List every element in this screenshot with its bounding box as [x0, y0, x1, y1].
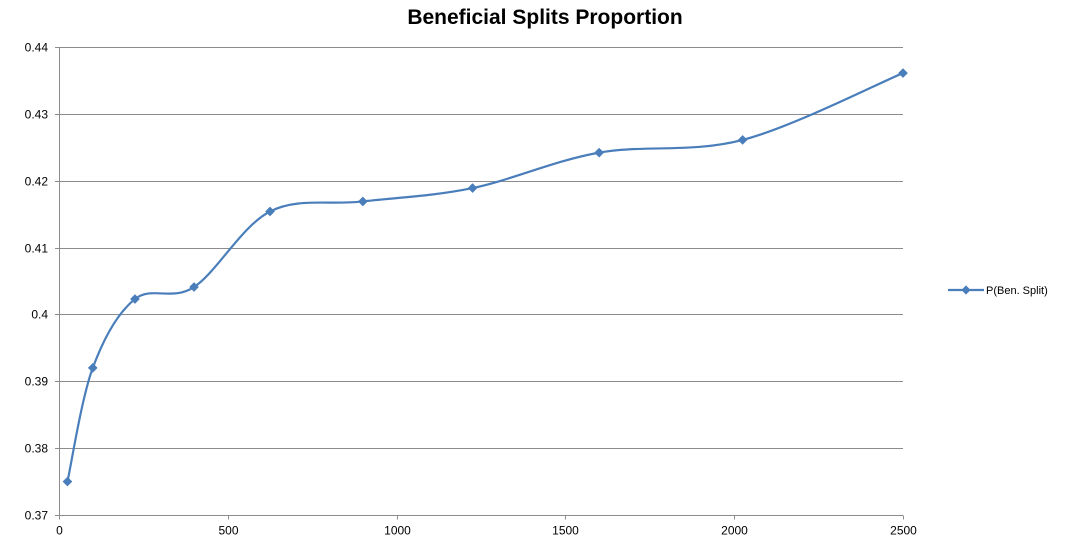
chart-title: Beneficial Splits Proportion — [407, 6, 682, 29]
data-point-marker — [898, 68, 908, 79]
data-point-marker — [130, 294, 140, 305]
data-point-marker — [87, 362, 98, 373]
y-tick-label: 0.38 — [25, 442, 49, 456]
legend-label: P(Ben. Split) — [986, 285, 1048, 297]
legend: P(Ben. Split) — [948, 285, 1048, 297]
x-tick-label: 1500 — [552, 524, 579, 538]
data-point-marker — [189, 282, 199, 292]
data-point-marker — [357, 196, 368, 207]
legend-marker-diamond — [961, 285, 971, 295]
y-tick-label: 0.43 — [25, 108, 49, 122]
y-axis-ticks: 0.37 0.38 0.39 0.4 0.41 0.42 0.43 0.44 — [25, 41, 59, 523]
x-tick-label: 0 — [56, 524, 63, 538]
x-tick-label: 500 — [218, 524, 238, 538]
y-tick-label: 0.42 — [25, 175, 49, 189]
data-point-marker — [62, 476, 73, 487]
y-tick-label: 0.41 — [25, 242, 49, 256]
series-plot — [62, 68, 908, 487]
x-tick-label: 2000 — [721, 524, 748, 538]
y-tick-label: 0.37 — [25, 509, 49, 523]
data-point-marker — [467, 183, 478, 194]
gridlines — [59, 47, 903, 449]
data-point-marker — [265, 206, 275, 217]
x-tick-label: 1000 — [384, 524, 411, 538]
axes — [59, 47, 903, 516]
y-tick-label: 0.4 — [31, 308, 48, 322]
y-tick-label: 0.39 — [25, 375, 49, 389]
x-axis-ticks: 0 500 1000 1500 2000 2500 — [56, 515, 917, 538]
y-tick-label: 0.44 — [25, 41, 49, 55]
x-tick-label: 2500 — [890, 524, 917, 538]
data-point-marker — [737, 134, 748, 145]
series-line — [66, 71, 905, 483]
data-point-marker — [594, 147, 605, 158]
